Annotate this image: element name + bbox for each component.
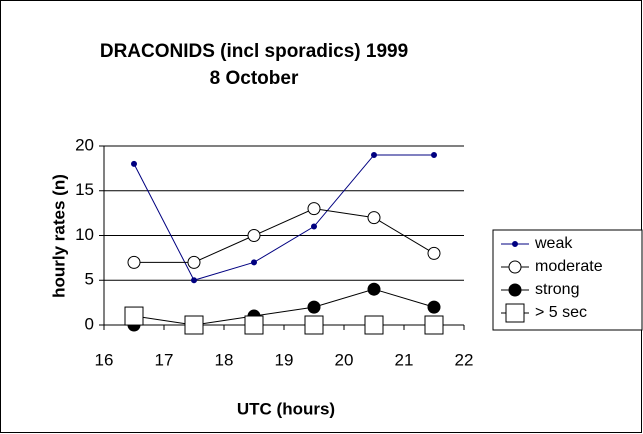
data-point: [307, 202, 321, 216]
data-point: [431, 151, 437, 158]
legend-marker: [508, 260, 522, 274]
legend-label: weak: [534, 235, 573, 252]
data-point: [367, 282, 381, 296]
x-tick-label: 17: [155, 350, 174, 369]
x-axis-title: UTC (hours): [237, 399, 335, 418]
legend-label: > 5 sec: [535, 304, 587, 321]
data-point: [251, 259, 257, 266]
chart-title: DRACONIDS (incl sporadics) 1999: [100, 41, 408, 62]
data-point: [427, 246, 441, 260]
x-tick-label: 21: [395, 350, 414, 369]
series-line: [134, 288, 435, 326]
data-point: [311, 223, 317, 230]
y-tick-label: 0: [85, 314, 94, 333]
x-tick-label: 18: [215, 350, 234, 369]
legend-marker: [505, 303, 525, 323]
legend-marker: [508, 283, 522, 297]
data-point: [364, 315, 384, 335]
chart-subtitle: 8 October: [210, 68, 299, 89]
series-line: [133, 154, 434, 281]
x-tick-label: 22: [455, 350, 474, 369]
x-tick-label: 20: [335, 350, 354, 369]
data-point: [187, 255, 201, 269]
data-point: [191, 277, 197, 284]
legend-marker: [512, 241, 518, 247]
y-tick-label: 10: [75, 225, 94, 244]
y-tick-label: 5: [85, 270, 94, 289]
legend-label: strong: [535, 281, 579, 298]
data-point: [427, 300, 441, 314]
x-tick-label: 19: [275, 350, 294, 369]
y-tick-label: 20: [75, 135, 94, 154]
data-point: [371, 151, 377, 158]
y-tick-label: 15: [75, 180, 94, 199]
data-point: [307, 300, 321, 314]
data-point: [247, 229, 261, 242]
series-line: [133, 315, 434, 326]
data-point: [131, 160, 137, 167]
series-line: [134, 208, 435, 263]
data-point: [244, 315, 264, 335]
x-tick-label: 16: [95, 350, 114, 369]
data-point: [127, 255, 141, 269]
data-point: [124, 306, 144, 326]
data-point: [367, 211, 381, 225]
y-axis-title: hourly rates (n): [49, 174, 68, 298]
legend-label: moderate: [535, 258, 603, 275]
data-point: [304, 315, 324, 335]
data-point: [424, 315, 444, 335]
data-point: [184, 315, 204, 335]
